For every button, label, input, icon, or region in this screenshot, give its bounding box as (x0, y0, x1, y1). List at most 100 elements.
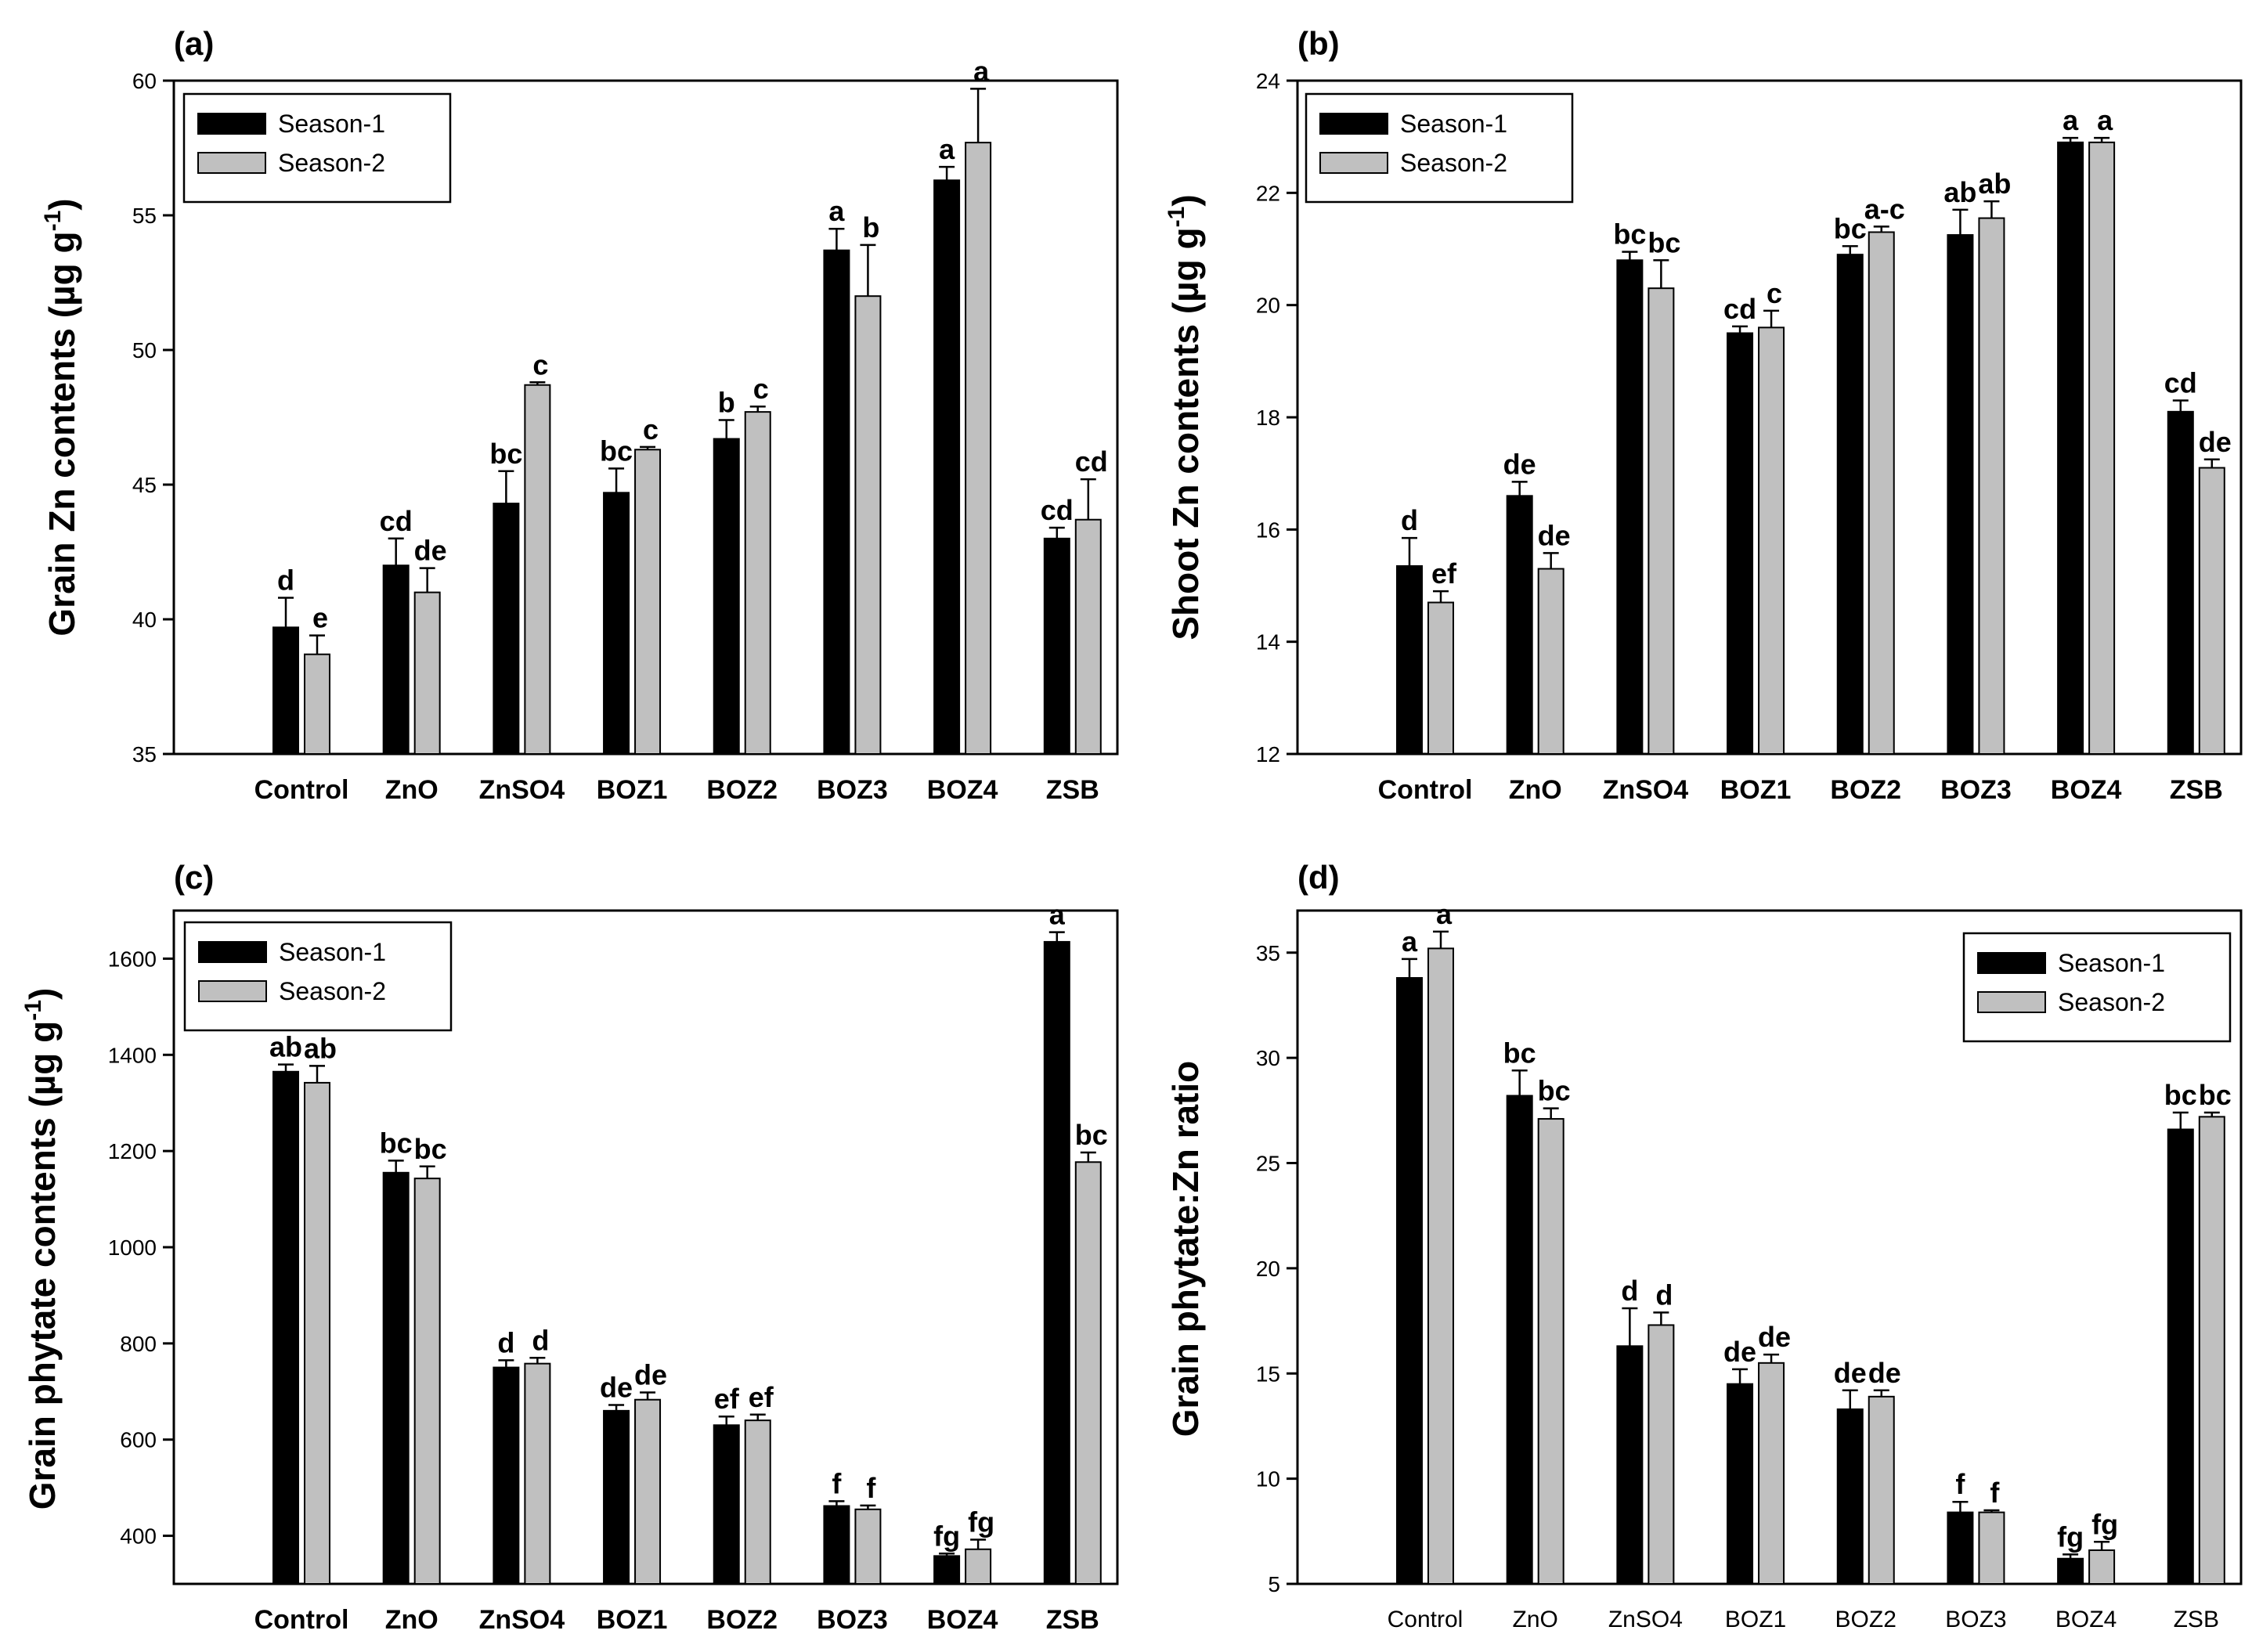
y-tick-label: 15 (1256, 1362, 1280, 1386)
significance-letter: bc (414, 1133, 447, 1165)
x-tick-label: Control (1388, 1607, 1463, 1632)
bar-season-1 (1396, 564, 1423, 756)
significance-letter: a (939, 133, 955, 165)
x-tick-label: Control (254, 775, 349, 805)
x-tick-label: BOZ4 (927, 1605, 998, 1635)
bar-season-1 (713, 1424, 740, 1585)
bar-season-1 (2057, 1557, 2084, 1585)
bar-season-1 (1396, 977, 1423, 1585)
bar-season-2 (1427, 947, 1454, 1585)
bar-season-1 (933, 179, 961, 755)
significance-letter: c (643, 413, 659, 445)
y-tick-label: 45 (132, 473, 157, 497)
bar-season-2 (1427, 601, 1454, 755)
bar-season-1 (1616, 259, 1644, 756)
significance-letter: f (1955, 1468, 1965, 1500)
bar-season-2 (2198, 1116, 2225, 1585)
legend: Season-1 Season-2 (183, 921, 453, 1032)
x-tick-label: ZSB (2174, 1607, 2219, 1632)
x-tick-label: BOZ1 (597, 1605, 668, 1635)
significance-letter: d (277, 564, 294, 596)
significance-letter: de (1758, 1321, 1791, 1353)
significance-letter: a (2097, 104, 2113, 136)
bar-season-1 (1043, 537, 1070, 755)
significance-letter: bc (2199, 1079, 2232, 1111)
legend-swatch (1319, 152, 1388, 174)
significance-letter: a (828, 195, 845, 227)
bar-season-1 (823, 1505, 850, 1585)
x-tick-label: BOZ3 (817, 775, 888, 805)
significance-letter: ab (269, 1031, 302, 1063)
y-tick-label: 50 (132, 338, 157, 363)
y-tick-label: 35 (1256, 941, 1280, 965)
y-tick-label: 30 (1256, 1046, 1280, 1070)
bar-season-2 (744, 411, 771, 755)
legend-swatch (1977, 952, 2046, 974)
y-tick-label: 16 (1256, 518, 1280, 542)
x-tick-label: BOZ1 (597, 775, 668, 805)
legend-swatch (198, 980, 267, 1002)
bar-season-1 (382, 564, 410, 756)
significance-letter: a (2063, 104, 2079, 136)
legend-swatch (198, 941, 267, 963)
x-tick-label: BOZ4 (927, 775, 998, 805)
significance-letter: bc (1503, 1037, 1536, 1069)
legend: Season-1 Season-2 (1962, 932, 2232, 1043)
significance-letter: ab (304, 1032, 337, 1064)
bar-season-2 (2088, 1549, 2116, 1585)
bar-season-2 (524, 384, 551, 755)
significance-letter: bc (1075, 1119, 1108, 1151)
x-tick-label: ZnSO4 (1603, 775, 1689, 805)
bar-season-1 (1836, 254, 1864, 755)
significance-letter: c (753, 373, 769, 405)
x-tick-label: BOZ3 (817, 1605, 888, 1635)
x-tick-label: ZSB (1046, 1605, 1099, 1635)
bar-season-2 (1537, 568, 1564, 755)
bar-season-2 (1074, 518, 1102, 755)
significance-letter: fg (2057, 1520, 2084, 1553)
x-tick-label: BOZ1 (1720, 775, 1792, 805)
significance-letter: cd (1075, 445, 1108, 478)
significance-letter: cd (380, 505, 413, 537)
x-tick-label: BOZ4 (2055, 1607, 2117, 1632)
bar-season-2 (1074, 1161, 1102, 1585)
bar-season-2 (2088, 141, 2116, 756)
significance-letter: ab (1943, 176, 1976, 208)
significance-letter: de (1834, 1357, 1867, 1389)
significance-letter: fg (933, 1520, 960, 1552)
significance-letter: de (1723, 1336, 1756, 1368)
significance-letter: ef (749, 1381, 774, 1413)
bar-season-1 (493, 1366, 520, 1585)
significance-letter: e (312, 602, 328, 634)
bar-season-2 (413, 1178, 441, 1585)
y-tick-label: 1400 (108, 1043, 157, 1067)
bar-season-2 (304, 653, 330, 755)
y-tick-label: 22 (1256, 181, 1280, 205)
chart-panel-4: (d) Grain phytate:Zn ratio 5 10 15 20 25 30 35 Co… (1165, 859, 2243, 1632)
significance-letter: a (1049, 899, 1066, 931)
significance-letter: ef (714, 1383, 740, 1415)
legend-label: Season-1 (2058, 949, 2165, 977)
x-tick-label: BOZ1 (1725, 1607, 1786, 1632)
bar-season-2 (854, 1508, 882, 1585)
y-tick-label: 5 (1268, 1572, 1280, 1596)
bar-season-1 (1947, 1511, 1974, 1585)
significance-letter: c (532, 348, 548, 381)
bar-season-1 (713, 438, 740, 756)
bar-season-1 (2057, 141, 2084, 756)
y-tick-label: 55 (132, 204, 157, 228)
y-axis-label: Grain phytate:Zn ratio (1165, 1061, 1206, 1437)
bar-season-1 (1836, 1408, 1864, 1585)
bar-season-1 (2167, 1128, 2194, 1585)
panel-label: (d) (1297, 859, 1340, 896)
y-axis-label: Grain Zn contents (µg g-1) (40, 198, 82, 636)
significance-letter: f (1990, 1477, 2000, 1509)
significance-letter: de (2199, 426, 2232, 458)
legend: Season-1 Season-2 (182, 92, 452, 204)
significance-letter: de (634, 1359, 667, 1391)
x-tick-label: Control (1378, 775, 1473, 805)
chart-panel-3: (c) Grain phytate contents (µg g-1) 400 600… (20, 859, 1119, 1635)
x-tick-label: BOZ2 (706, 1605, 778, 1635)
panel-label: (a) (174, 25, 214, 62)
